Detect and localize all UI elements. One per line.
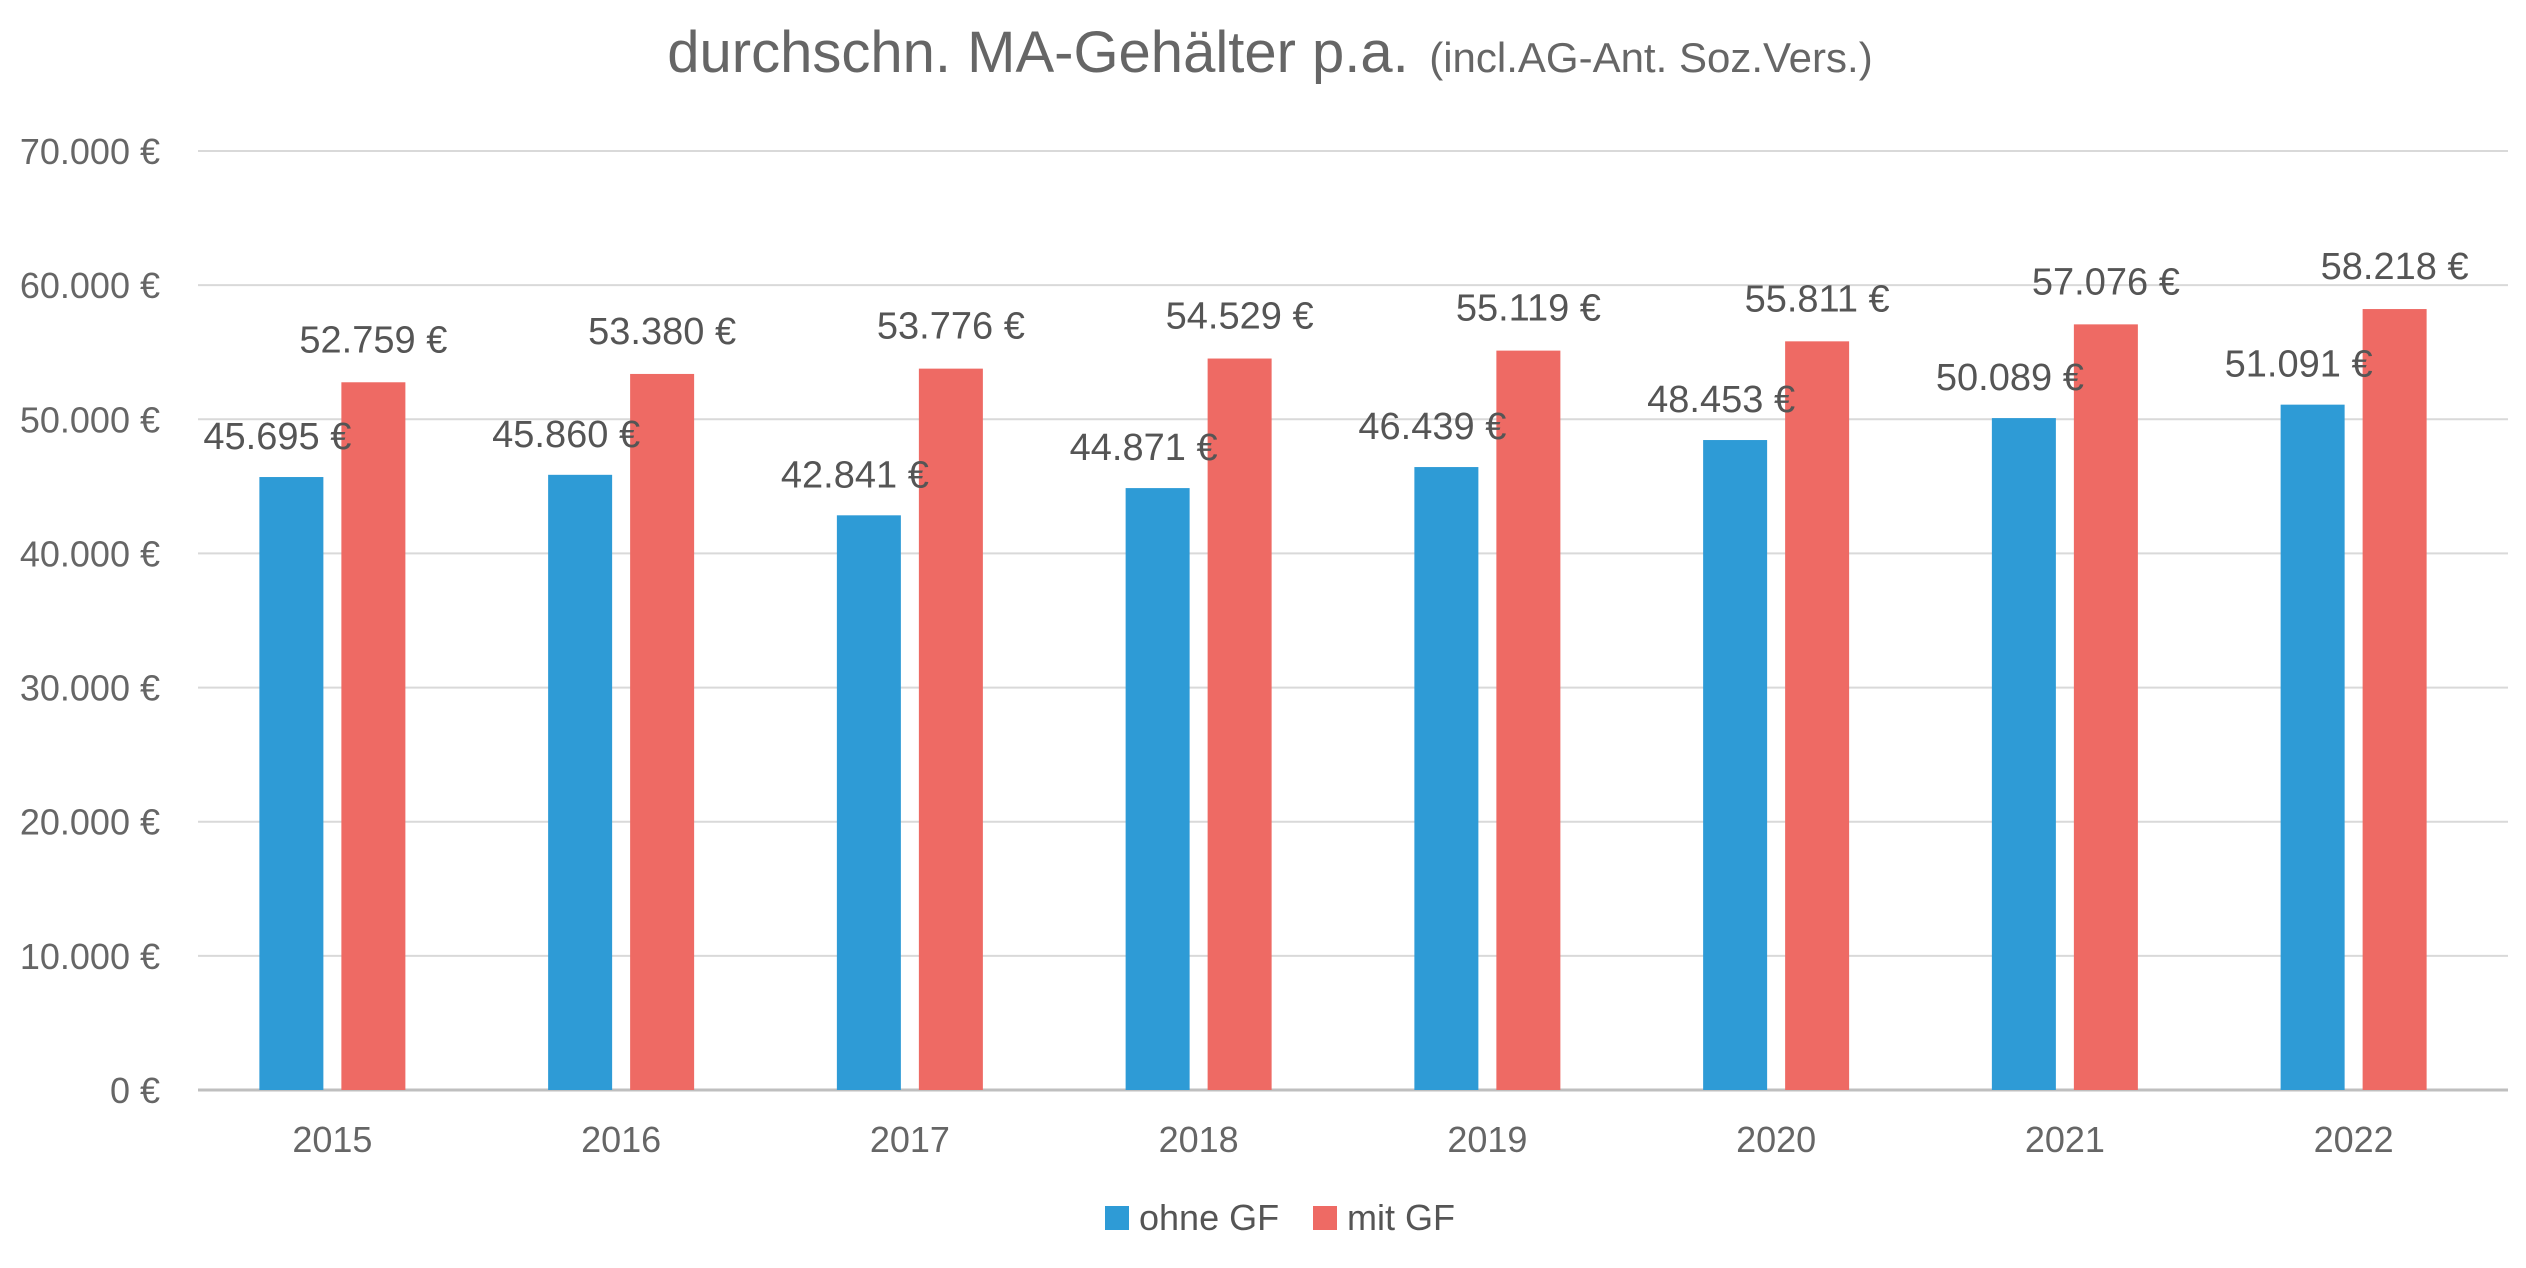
bar-mit-gf-2016 [630, 373, 695, 1090]
legend: ohne GF mit GF [1105, 1197, 1455, 1238]
data-label-mit-gf-2017: 53.776 € [877, 306, 1025, 348]
data-label-mit-gf-2016: 53.380 € [588, 311, 736, 353]
y-tick-label: 70.000 € [20, 131, 160, 172]
data-label-ohne-gf-2015: 45.695 € [203, 416, 351, 458]
x-tick-label: 2022 [2314, 1119, 2394, 1160]
x-tick-label: 2021 [2025, 1119, 2105, 1160]
data-label-ohne-gf-2021: 50.089 € [1936, 357, 2084, 399]
bars [259, 309, 2427, 1091]
bar-ohne-gf-2020 [1703, 440, 1768, 1091]
legend-label-ohne-gf: ohne GF [1139, 1197, 1279, 1238]
y-tick-label: 0 € [110, 1070, 160, 1111]
data-label-mit-gf-2015: 52.759 € [299, 319, 447, 361]
data-label-ohne-gf-2016: 45.860 € [492, 414, 640, 456]
chart-title: durchschn. MA-Gehälter p.a. (incl.AG-Ant… [667, 20, 1872, 85]
y-tick-label: 60.000 € [20, 265, 160, 306]
bar-mit-gf-2021 [2073, 324, 2138, 1091]
data-label-ohne-gf-2019: 46.439 € [1358, 406, 1506, 448]
chart-subtitle: (incl.AG-Ant. Soz.Vers.) [1429, 34, 1872, 81]
x-tick-label: 2018 [1159, 1119, 1239, 1160]
x-tick-label: 2019 [1447, 1119, 1527, 1160]
legend-swatch-mit-gf [1313, 1206, 1337, 1230]
data-label-mit-gf-2019: 55.119 € [1456, 288, 1601, 330]
y-tick-label: 50.000 € [20, 399, 160, 440]
legend-label-mit-gf: mit GF [1347, 1197, 1455, 1238]
y-tick-label: 10.000 € [20, 936, 160, 977]
data-label-mit-gf-2021: 57.076 € [2032, 261, 2180, 303]
x-tick-label: 2020 [1736, 1119, 1816, 1160]
bar-mit-gf-2018 [1207, 358, 1272, 1090]
chart-title-main: durchschn. MA-Gehälter p.a. [667, 20, 1408, 85]
x-tick-label: 2015 [292, 1119, 372, 1160]
x-tick-label: 2016 [581, 1119, 661, 1160]
data-labels: 45.695 € 52.759 € 45.860 € 53.380 € 42.841 €… [203, 246, 2468, 496]
y-tick-label: 40.000 € [20, 533, 160, 574]
bar-ohne-gf-2017 [836, 515, 901, 1090]
data-label-ohne-gf-2020: 48.453 € [1647, 379, 1795, 421]
data-label-mit-gf-2020: 55.811 € [1745, 278, 1890, 320]
data-label-mit-gf-2022: 58.218 € [2321, 246, 2469, 288]
bar-mit-gf-2015 [341, 382, 406, 1090]
data-label-ohne-gf-2018: 44.871 € [1070, 427, 1218, 469]
y-tick-label: 30.000 € [20, 668, 160, 709]
bar-mit-gf-2017 [918, 368, 983, 1090]
x-axis: 2015 2016 2017 2018 2019 2020 2021 2022 [292, 1119, 2393, 1160]
data-label-ohne-gf-2017: 42.841 € [781, 454, 929, 496]
bar-ohne-gf-2015 [259, 477, 324, 1091]
x-tick-label: 2017 [870, 1119, 950, 1160]
bar-ohne-gf-2016 [548, 474, 613, 1090]
bar-ohne-gf-2019 [1414, 467, 1479, 1091]
data-label-mit-gf-2018: 54.529 € [1166, 296, 1314, 338]
bar-ohne-gf-2018 [1125, 488, 1190, 1090]
bar-mit-gf-2019 [1496, 350, 1561, 1090]
bar-mit-gf-2022 [2362, 309, 2427, 1090]
bar-ohne-gf-2022 [2280, 404, 2345, 1090]
bar-mit-gf-2020 [1785, 341, 1850, 1090]
data-label-ohne-gf-2022: 51.091 € [2225, 344, 2373, 386]
bar-ohne-gf-2021 [1991, 418, 2056, 1090]
y-tick-label: 20.000 € [20, 802, 160, 843]
legend-swatch-ohne-gf [1105, 1206, 1129, 1230]
y-axis: 0 € 10.000 € 20.000 € 30.000 € 40.000 € 50.00… [20, 131, 160, 1111]
